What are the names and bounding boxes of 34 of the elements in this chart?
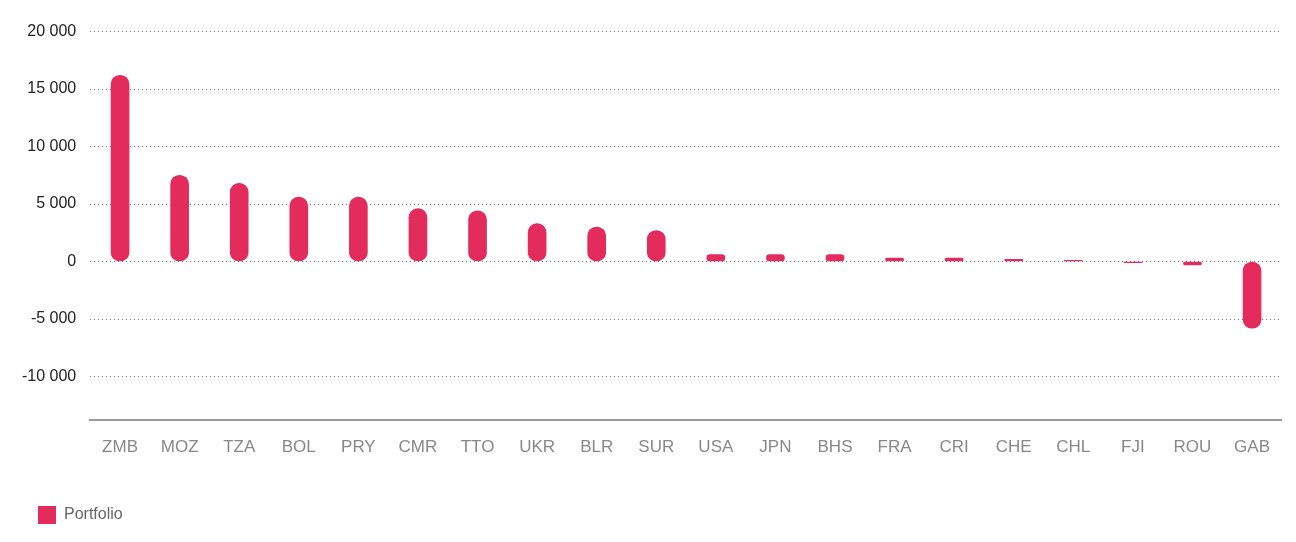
x-tick-label: UKR — [519, 437, 556, 457]
x-tick-label: TZA — [223, 437, 256, 457]
x-tick-label: JPN — [759, 437, 792, 457]
bar — [110, 74, 130, 262]
y-tick-label: 5 000 — [36, 194, 77, 212]
x-tick-label: ZMB — [102, 437, 138, 457]
x-tick-label: FRA — [877, 437, 913, 457]
x-tick-label: TTO — [460, 437, 495, 457]
x-tick-label: GAB — [1234, 437, 1270, 457]
bar — [289, 196, 309, 262]
y-tick-label: 10 000 — [27, 136, 77, 154]
x-tick-label: BOL — [281, 437, 316, 457]
x-tick-label: CRI — [939, 437, 969, 457]
bar — [349, 196, 368, 262]
x-tick-label: CMR — [398, 437, 438, 457]
bar — [170, 174, 189, 262]
bar — [1242, 261, 1262, 329]
x-tick-label: SUR — [638, 437, 675, 457]
bar — [229, 183, 249, 262]
x-tick-label: ROU — [1173, 437, 1212, 457]
y-tick-label: 0 — [67, 251, 77, 269]
x-tick-label: CHE — [995, 437, 1032, 457]
y-tick-label: 20 000 — [27, 22, 77, 40]
x-tick-label: BHS — [817, 437, 853, 457]
y-tick-label: -5 000 — [30, 309, 77, 327]
x-tick-label: BLR — [580, 437, 614, 457]
x-tick-label: MOZ — [160, 437, 199, 457]
y-tick-label: -10 000 — [22, 366, 77, 384]
y-tick-label: 15 000 — [27, 79, 77, 97]
x-tick-label: USA — [698, 437, 734, 457]
x-tick-label: CHL — [1056, 437, 1091, 457]
x-tick-label: PRY — [341, 437, 376, 457]
x-tick-label: FJI — [1121, 437, 1145, 457]
legend-label: Portfolio — [64, 505, 123, 523]
